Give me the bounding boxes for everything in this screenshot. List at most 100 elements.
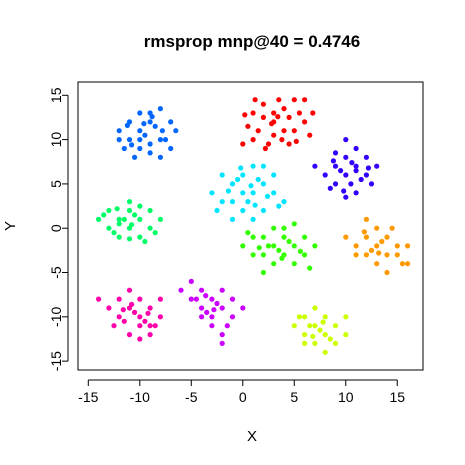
x-tick-label: -5: [185, 389, 198, 405]
data-point: [349, 160, 355, 166]
data-point: [168, 145, 174, 152]
data-point: [242, 112, 248, 118]
x-axis-label: X: [247, 428, 257, 445]
data-point: [121, 318, 127, 324]
data-point: [291, 221, 297, 227]
data-point: [157, 216, 163, 222]
data-point: [147, 332, 153, 338]
data-point: [168, 119, 174, 125]
data-point: [219, 199, 225, 205]
data-point: [116, 128, 122, 134]
y-tick-label: 5: [48, 180, 64, 188]
data-point: [225, 188, 231, 194]
data-point: [275, 114, 281, 120]
data-point: [389, 225, 395, 231]
data-point: [250, 137, 256, 143]
data-point: [332, 181, 339, 187]
data-point: [322, 314, 328, 320]
data-point: [394, 252, 400, 258]
data-point: [343, 234, 349, 240]
data-point: [137, 128, 143, 134]
data-point: [363, 234, 369, 240]
y-tick-label: 10: [48, 132, 64, 148]
data-point: [199, 287, 205, 293]
data-point: [293, 138, 299, 144]
data-point: [332, 163, 339, 169]
data-point: [188, 278, 194, 284]
y-tick-label: -15: [48, 351, 64, 371]
data-point: [312, 163, 318, 169]
data-point: [297, 248, 303, 254]
data-point: [152, 323, 158, 329]
data-point: [224, 323, 230, 329]
data-point: [203, 293, 209, 299]
data-point: [157, 106, 163, 112]
data-point: [279, 137, 285, 143]
data-point: [106, 207, 112, 214]
data-point: [296, 314, 302, 320]
data-point: [199, 314, 205, 320]
data-point: [361, 229, 367, 235]
data-point: [126, 137, 133, 143]
data-point: [271, 243, 277, 249]
y-tick-label: 15: [48, 87, 64, 103]
data-point: [116, 314, 122, 320]
data-point: [307, 265, 313, 271]
data-point: [126, 199, 133, 205]
data-point: [137, 314, 143, 320]
data-point: [142, 132, 148, 138]
data-point: [147, 150, 153, 156]
data-point: [399, 261, 405, 267]
data-point: [271, 110, 277, 116]
data-point: [238, 165, 244, 171]
data-point: [327, 185, 333, 191]
data-point: [240, 172, 246, 178]
data-point: [204, 309, 210, 315]
data-point: [265, 243, 272, 249]
data-point: [291, 261, 297, 267]
data-point: [363, 154, 369, 160]
data-point: [271, 190, 277, 196]
data-point: [214, 300, 220, 307]
data-point: [353, 190, 359, 196]
data-point: [211, 307, 217, 313]
data-point: [291, 128, 297, 134]
data-point: [368, 181, 375, 187]
data-point: [106, 225, 112, 231]
data-point: [256, 245, 262, 251]
data-point: [214, 207, 220, 214]
data-point: [405, 243, 411, 249]
data-point: [302, 234, 308, 240]
data-point: [312, 305, 318, 311]
data-point: [141, 121, 147, 127]
data-point: [322, 332, 328, 338]
data-point: [365, 165, 371, 171]
data-point: [147, 207, 153, 214]
data-point: [129, 301, 135, 307]
data-point: [281, 199, 287, 205]
data-point: [121, 145, 127, 152]
x-tick-label: -10: [130, 389, 150, 405]
data-point: [229, 296, 236, 302]
data-point: [327, 336, 333, 342]
data-point: [310, 110, 316, 116]
data-point: [358, 176, 364, 183]
data-point: [250, 110, 256, 116]
y-axis: -15 -10 -5 0 5 10 15: [48, 87, 69, 371]
data-point: [363, 216, 369, 222]
data-point: [279, 255, 285, 261]
data-point: [129, 142, 135, 148]
data-point: [260, 181, 266, 187]
data-point: [291, 97, 297, 103]
data-point: [245, 123, 251, 129]
data-point: [209, 323, 215, 329]
chart-title: rmsprop mnp@40 = 0.4746: [144, 32, 360, 51]
data-point: [260, 101, 266, 107]
data-point: [291, 323, 297, 329]
data-point: [320, 319, 326, 325]
data-point: [286, 238, 292, 245]
data-point: [229, 314, 236, 320]
data-point: [296, 110, 302, 116]
data-point: [260, 269, 266, 276]
